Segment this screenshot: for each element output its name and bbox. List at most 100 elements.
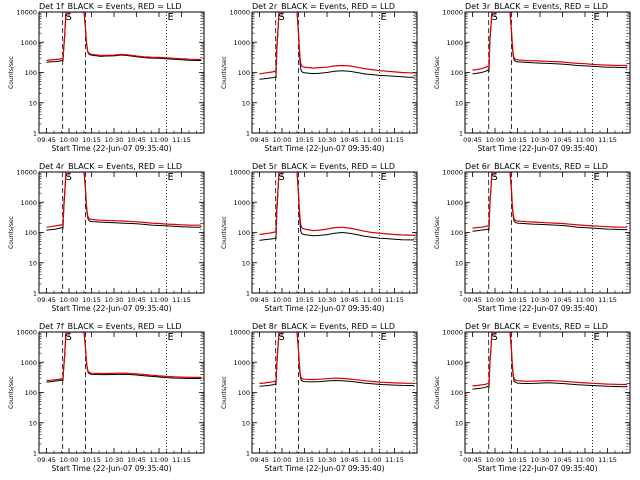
detector-panel: Det 9r BLACK = Events, RED = LLD 1 10 100 100…: [434, 322, 631, 473]
y-axis-label: Counts/sec: [8, 56, 15, 89]
x-tick-label: 09:45: [463, 136, 482, 144]
y-tick-label: 10: [242, 259, 250, 267]
interval-marker-e: E: [381, 172, 387, 183]
interval-marker-e: E: [594, 12, 600, 23]
legend-text: BLACK = Events, RED = LLD: [281, 2, 395, 11]
y-tick-label: 100: [238, 69, 250, 77]
x-tick-label: 11:15: [598, 456, 617, 464]
x-tick-label: 11:15: [172, 456, 191, 464]
x-tick-label: 10:15: [295, 296, 314, 304]
y-tick-label: 10: [455, 99, 463, 107]
x-tick-label: 11:15: [385, 296, 404, 304]
interval-marker-s: S: [279, 12, 285, 23]
y-tick-label: 100: [25, 229, 37, 237]
detector-name: Det 7f: [39, 322, 64, 331]
plot-frame: [38, 11, 205, 134]
y-tick-label: 1000: [20, 359, 37, 367]
y-axis-label: Counts/sec: [434, 56, 441, 89]
x-axis-label: Start Time (22-Jun-07 09:35:40): [265, 464, 385, 473]
x-tick-label: 10:45: [340, 296, 359, 304]
detector-panel: Det 3r BLACK = Events, RED = LLD 1 10 100 100…: [434, 2, 631, 153]
y-tick-label: 1: [33, 290, 37, 298]
y-tick-label: 1000: [20, 199, 37, 207]
legend-text: BLACK = Events, RED = LLD: [494, 2, 608, 11]
lld-series-line: [472, 12, 627, 71]
x-tick-label: 09:45: [250, 456, 269, 464]
y-tick-label: 1: [246, 290, 250, 298]
detector-name: Det 9r: [465, 322, 491, 331]
y-axis-label: Counts/sec: [221, 376, 228, 409]
x-tick-label: 10:30: [318, 456, 337, 464]
interval-marker-e: E: [168, 172, 174, 183]
x-tick-label: 10:00: [60, 136, 79, 144]
y-tick-label: 100: [451, 389, 463, 397]
y-tick-label: 1: [33, 450, 37, 458]
plot-frame: [251, 331, 418, 454]
y-axis-label: Counts/sec: [434, 216, 441, 249]
lld-series-line: [46, 332, 201, 382]
x-tick-label: 10:45: [340, 456, 359, 464]
x-tick-label: 11:00: [576, 296, 595, 304]
plot-frame: [464, 11, 631, 134]
y-tick-label: 100: [451, 69, 463, 77]
y-tick-label: 1000: [233, 359, 250, 367]
plot-frame: [464, 331, 631, 454]
x-tick-label: 10:45: [553, 136, 572, 144]
x-tick-label: 10:45: [127, 456, 146, 464]
x-tick-label: 11:15: [385, 136, 404, 144]
interval-marker-e: E: [381, 12, 387, 23]
y-tick-label: 1000: [20, 39, 37, 47]
x-tick-label: 11:00: [576, 456, 595, 464]
y-axis-label: Counts/sec: [8, 216, 15, 249]
x-tick-label: 09:45: [37, 456, 56, 464]
y-tick-label: 10000: [442, 9, 463, 17]
panel-title: Det 1f BLACK = Events, RED = LLD: [39, 2, 182, 11]
detector-name: Det 8r: [252, 322, 278, 331]
y-tick-label: 10: [29, 259, 37, 267]
x-axis-label: Start Time (22-Jun-07 09:35:40): [265, 304, 385, 313]
x-tick-label: 09:45: [250, 296, 269, 304]
y-tick-label: 1: [459, 450, 463, 458]
x-tick-label: 09:45: [463, 296, 482, 304]
y-tick-label: 10000: [442, 169, 463, 177]
legend-text: BLACK = Events, RED = LLD: [281, 162, 395, 171]
detector-name: Det 5r: [252, 162, 278, 171]
y-axis-label: Counts/sec: [221, 216, 228, 249]
y-tick-label: 100: [451, 229, 463, 237]
interval-marker-s: S: [66, 332, 72, 343]
x-tick-label: 10:00: [486, 456, 505, 464]
interval-marker-s: S: [66, 172, 72, 183]
x-tick-label: 09:45: [37, 136, 56, 144]
x-axis-label: Start Time (22-Jun-07 09:35:40): [478, 464, 598, 473]
x-tick-label: 10:15: [508, 136, 527, 144]
x-tick-label: 10:30: [105, 456, 124, 464]
interval-marker-e: E: [594, 172, 600, 183]
detector-name: Det 6r: [465, 162, 491, 171]
x-tick-label: 10:15: [82, 136, 101, 144]
x-axis-label: Start Time (22-Jun-07 09:35:40): [52, 144, 172, 153]
interval-marker-s: S: [279, 332, 285, 343]
y-tick-label: 10: [29, 99, 37, 107]
y-tick-label: 1: [246, 130, 250, 138]
panel-title: Det 9r BLACK = Events, RED = LLD: [465, 322, 608, 331]
y-tick-label: 10: [455, 259, 463, 267]
panel-title: Det 4r BLACK = Events, RED = LLD: [39, 162, 182, 171]
y-tick-label: 100: [25, 69, 37, 77]
x-tick-label: 11:15: [172, 296, 191, 304]
legend-text: BLACK = Events, RED = LLD: [281, 322, 395, 331]
lld-series-line: [472, 332, 627, 387]
detector-name: Det 3r: [465, 2, 491, 11]
x-axis-label: Start Time (22-Jun-07 09:35:40): [52, 464, 172, 473]
x-tick-label: 10:15: [82, 296, 101, 304]
y-tick-label: 10000: [16, 169, 37, 177]
y-tick-label: 1000: [233, 39, 250, 47]
panel-title: Det 8r BLACK = Events, RED = LLD: [252, 322, 395, 331]
x-tick-label: 11:00: [150, 296, 169, 304]
y-axis-label: Counts/sec: [221, 56, 228, 89]
x-tick-label: 11:15: [598, 136, 617, 144]
y-tick-label: 10000: [229, 329, 250, 337]
detector-panel: Det 4r BLACK = Events, RED = LLD 1 10 100 100…: [8, 162, 205, 313]
detector-panel: Det 1f BLACK = Events, RED = LLD 1 10 100 100…: [8, 2, 205, 153]
lld-series-line: [46, 172, 201, 228]
x-tick-label: 10:00: [60, 296, 79, 304]
